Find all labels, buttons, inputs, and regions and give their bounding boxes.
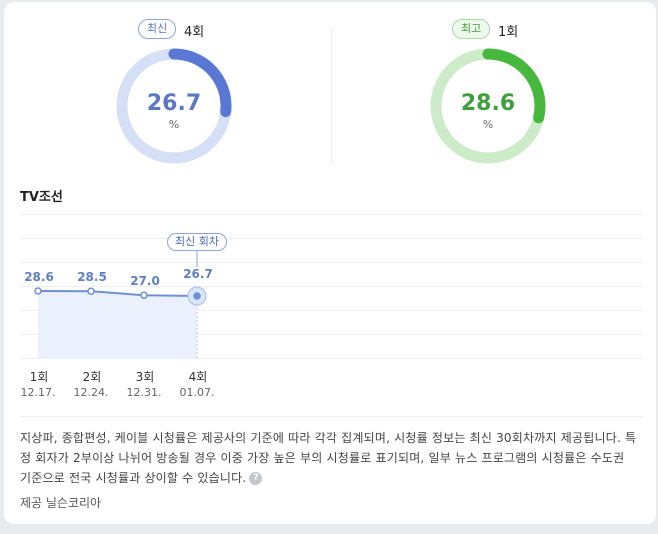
chart-area-fill bbox=[38, 291, 197, 358]
point-value-label: 28.5 bbox=[77, 270, 107, 284]
latest-episode-callout: 최신 회차 bbox=[167, 233, 227, 251]
x-tick-label: 2회 bbox=[82, 370, 102, 384]
chart-gridline bbox=[20, 310, 643, 311]
best-unit: % bbox=[482, 118, 494, 131]
ratings-note-text: 지상파, 종합편성, 케이블 시청률은 제공사의 기준에 따라 각각 집계되며,… bbox=[20, 431, 637, 485]
data-source: 제공 닐슨코리아 bbox=[20, 496, 102, 510]
ratings-line-chart bbox=[34, 251, 207, 358]
data-point bbox=[87, 287, 95, 296]
x-tick-label: 3회 bbox=[135, 370, 155, 384]
latest-value: 26.7 bbox=[146, 91, 202, 116]
chart-gridline bbox=[20, 358, 643, 359]
point-value-label: 28.6 bbox=[24, 270, 54, 284]
best-donut-arc bbox=[430, 48, 546, 164]
data-point bbox=[34, 287, 42, 295]
question-icon[interactable]: ? bbox=[249, 472, 263, 485]
latest-unit: % bbox=[168, 118, 180, 131]
point-value-label: 27.0 bbox=[130, 274, 160, 288]
x-tick-date: 12.31. bbox=[126, 386, 162, 399]
latest-badge: 최신 bbox=[138, 19, 177, 39]
chart-gridline bbox=[20, 286, 643, 287]
latest-donut-arc bbox=[116, 48, 232, 164]
best-episode-count: 1회 bbox=[498, 25, 519, 40]
summary-divider bbox=[331, 28, 332, 164]
x-tick-label: 1회 bbox=[29, 370, 49, 384]
channel-title: TV조선 bbox=[20, 190, 63, 205]
best-badge: 최고 bbox=[452, 19, 491, 39]
ratings-card: 최신 4회 26.7 % 최고 1회 28.6 % TV조선 최신 회차 28.… bbox=[4, 2, 656, 524]
data-point bbox=[193, 292, 201, 300]
latest-donut bbox=[116, 48, 232, 164]
chart-gridline bbox=[20, 214, 643, 215]
x-tick-date: 12.17. bbox=[20, 386, 56, 399]
best-value: 28.6 bbox=[460, 91, 516, 116]
x-tick-label: 4회 bbox=[188, 370, 208, 384]
chart-gridline bbox=[20, 262, 643, 263]
ratings-series-line bbox=[37, 290, 198, 297]
ratings-note: 지상파, 종합편성, 케이블 시청률은 제공사의 기준에 따라 각각 집계되며,… bbox=[20, 428, 638, 488]
note-divider bbox=[20, 416, 643, 417]
data-point bbox=[140, 291, 148, 299]
best-donut bbox=[430, 48, 546, 164]
x-tick-date: 12.24. bbox=[73, 386, 109, 399]
point-value-label: 26.7 bbox=[183, 267, 213, 281]
x-tick-date: 01.07. bbox=[179, 386, 215, 399]
latest-episode-count: 4회 bbox=[184, 25, 205, 40]
chart-gridline bbox=[20, 238, 643, 239]
chart-gridline bbox=[20, 334, 643, 335]
